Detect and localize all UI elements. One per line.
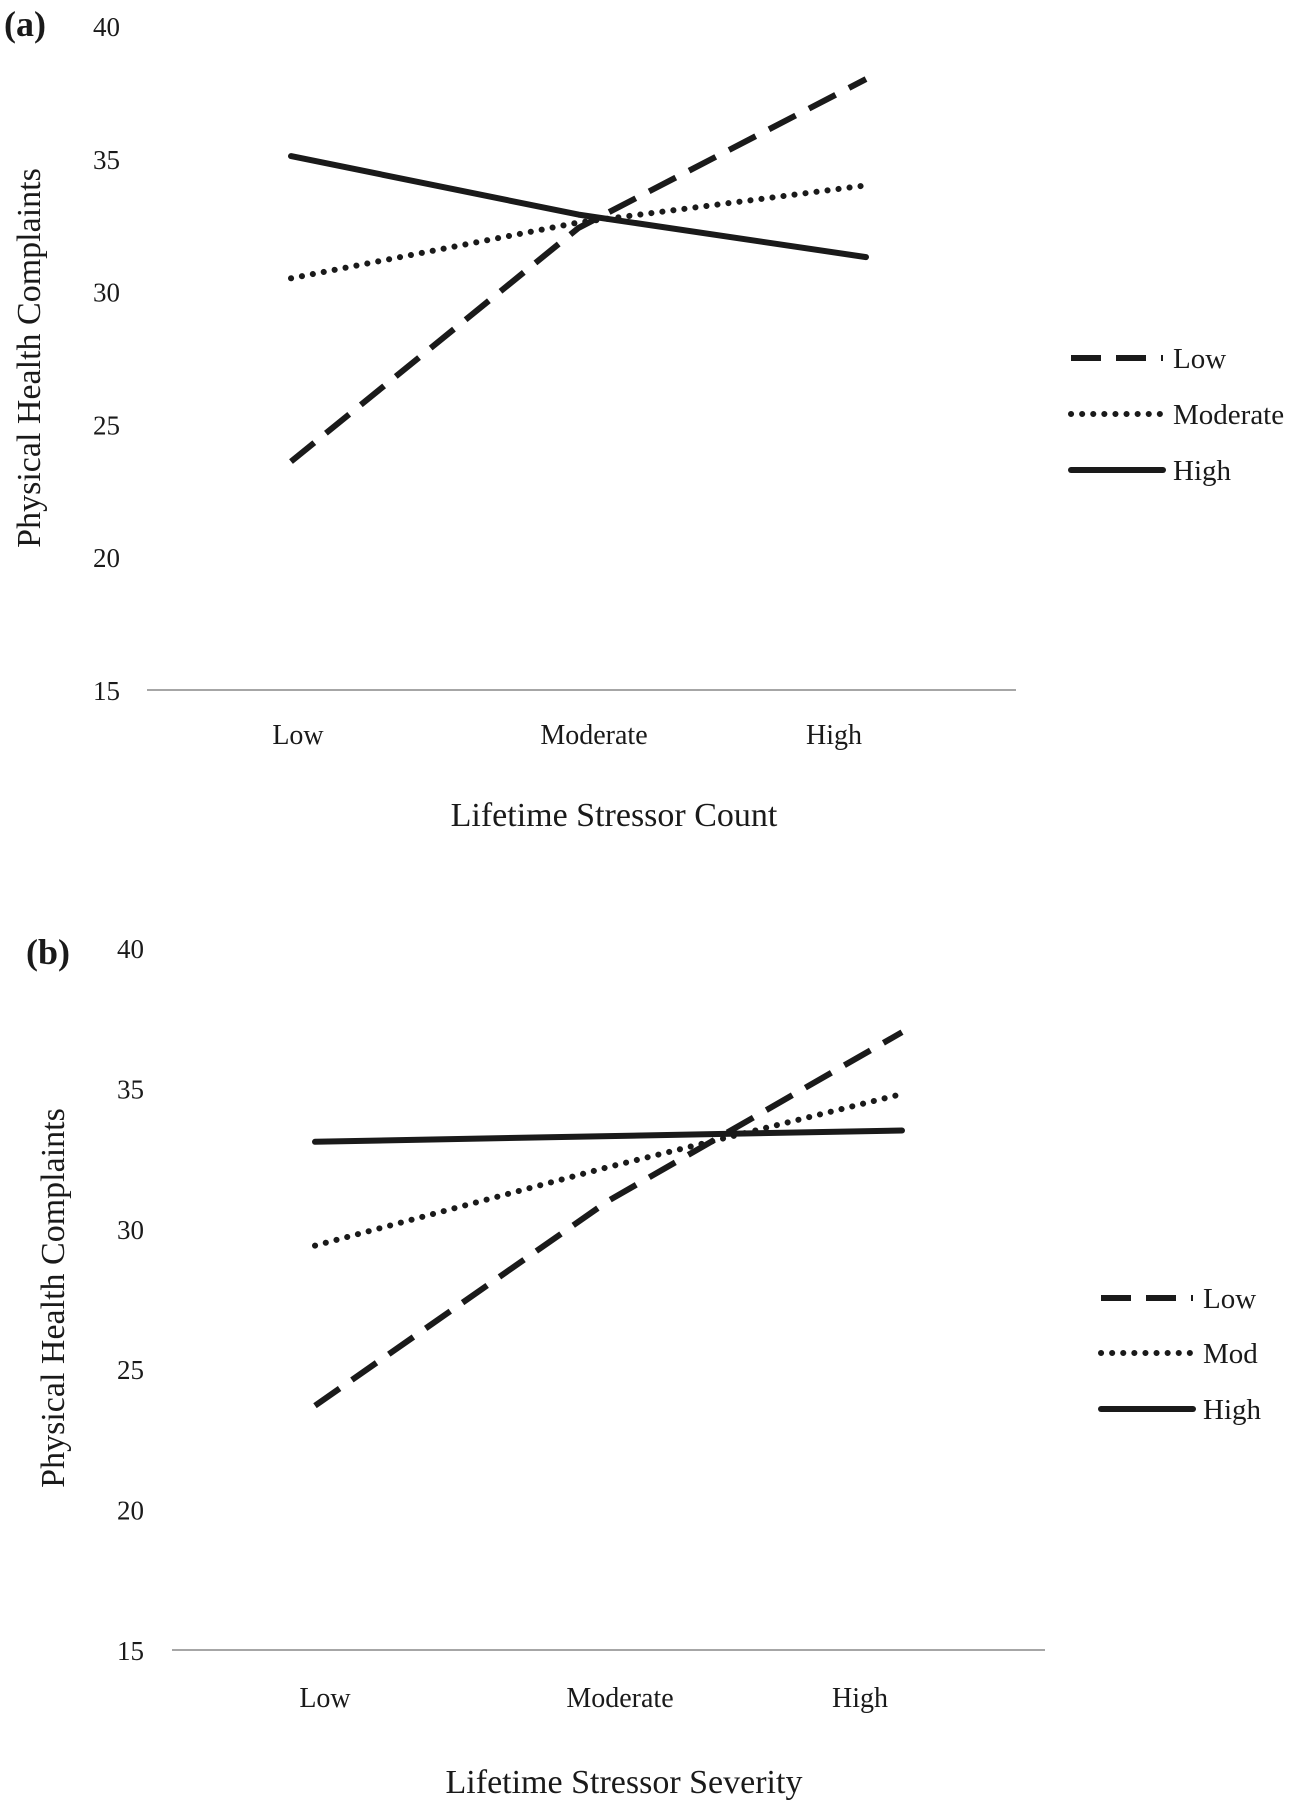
y-axis-title: Physical Health Complaints [11,168,48,548]
legend-item: Moderate [1068,399,1284,431]
chart-panel-b: (b) 15 20 25 30 35 40 Low Moderate High Lifetime S… [26,932,1262,1800]
y-tick-label: 40 [93,12,120,42]
x-axis-title: Lifetime Stressor Count [451,797,778,834]
x-category-label: Low [299,1683,351,1714]
legend-label: Moderate [1173,399,1284,431]
panel-label: (a) [4,4,46,44]
y-tick-label: 30 [117,1215,144,1245]
legend: Low Moderate High [1068,343,1284,487]
legend: Low Mod High [1098,1283,1262,1426]
legend-label: Mod [1203,1338,1258,1370]
legend-label: Low [1203,1283,1256,1315]
x-category-label: Low [272,720,324,751]
chart-panel-a: (a) 15 20 25 30 35 40 Low Moderate High Lifetime S… [4,4,1284,834]
legend-item: Low [1071,343,1226,375]
series-line-low [313,1029,904,1409]
x-axis-title: Lifetime Stressor Severity [446,1764,803,1800]
x-category-label: High [806,720,862,751]
y-tick-label: 20 [93,543,120,573]
series-line-high [312,1127,905,1145]
x-category-label: Moderate [540,720,647,751]
legend-item: High [1068,455,1232,487]
legend-item: Low [1101,1283,1256,1315]
y-tick-label: 35 [117,1074,144,1104]
y-tick-label: 15 [117,1636,144,1666]
series-line-mod [312,1091,905,1249]
y-tick-label: 25 [93,410,120,440]
legend-label: High [1173,455,1232,487]
legend-item: Mod [1098,1338,1258,1370]
series-line-moderate [288,182,869,282]
series-line-low [289,76,868,464]
panel-label: (b) [26,932,70,972]
x-category-label: Moderate [566,1683,673,1714]
y-tick-label: 25 [117,1355,144,1385]
series-line-high [288,153,869,261]
legend-label: Low [1173,343,1226,375]
legend-label: High [1203,1394,1262,1426]
y-tick-label: 15 [93,676,120,706]
y-tick-label: 40 [117,934,144,964]
legend-item: High [1098,1394,1262,1426]
y-tick-label: 30 [93,278,120,308]
y-tick-label: 20 [117,1496,144,1526]
x-category-label: High [832,1683,888,1714]
y-axis-title: Physical Health Complaints [35,1108,72,1488]
y-tick-label: 35 [93,145,120,175]
